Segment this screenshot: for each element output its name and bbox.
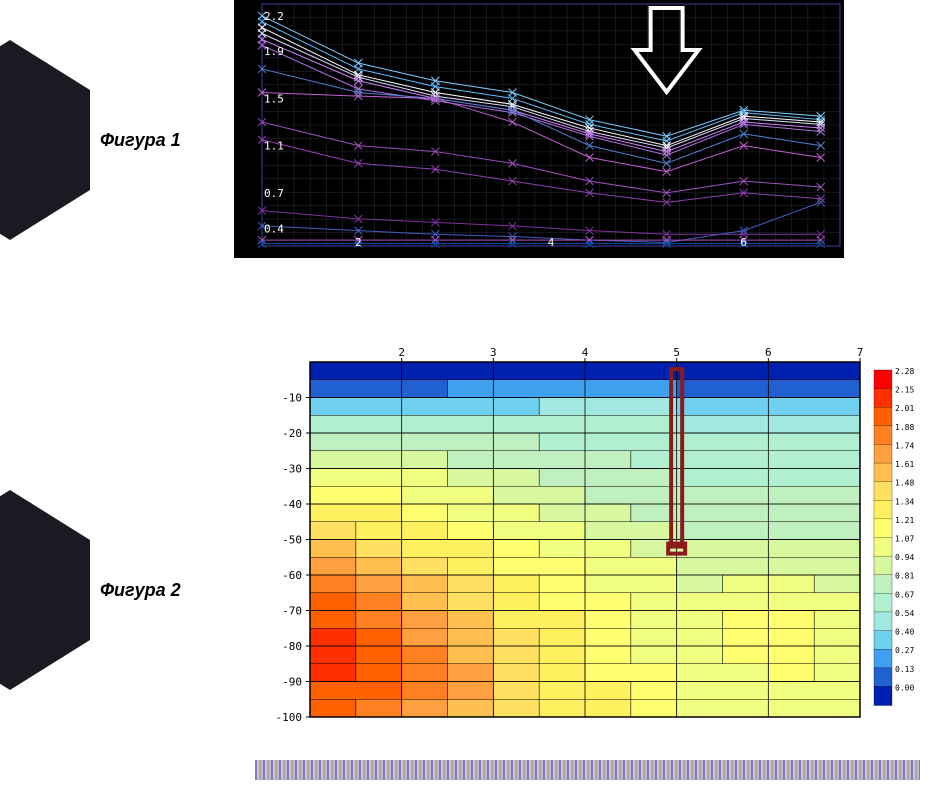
svg-text:1.21: 1.21 <box>895 516 914 525</box>
svg-text:5: 5 <box>673 346 680 359</box>
svg-text:2.2: 2.2 <box>264 10 284 23</box>
heatmap-figure2: 2 3 4 5 6 7 -10 -20 -30 -40 -50 -60 -70 -80 -90 -100 2.2… <box>255 340 920 740</box>
svg-text:-50: -50 <box>282 534 302 547</box>
svg-text:2.01: 2.01 <box>895 404 914 413</box>
svg-text:-70: -70 <box>282 605 302 618</box>
figure1-label-block: Фигура 1 <box>0 30 215 250</box>
svg-text:0.81: 0.81 <box>895 572 914 581</box>
svg-text:1.48: 1.48 <box>895 479 914 488</box>
svg-text:1.9: 1.9 <box>264 45 284 58</box>
svg-text:2: 2 <box>355 236 362 249</box>
svg-text:-100: -100 <box>276 711 303 724</box>
line-chart-figure1: 0.4 0.7 1.1 1.5 1.9 2.2 2 4 6 <box>234 0 844 258</box>
svg-text:1.74: 1.74 <box>895 441 914 450</box>
svg-text:0.00: 0.00 <box>895 683 914 692</box>
svg-text:0.13: 0.13 <box>895 665 914 674</box>
heatmap-svg: 2 3 4 5 6 7 -10 -20 -30 -40 -50 -60 -70 -80 -90 -100 2.2… <box>255 340 920 740</box>
svg-text:3: 3 <box>490 346 497 359</box>
svg-text:2.28: 2.28 <box>895 367 914 376</box>
svg-text:-20: -20 <box>282 427 302 440</box>
figure2-label-block: Фигура 2 <box>0 480 215 700</box>
svg-text:6: 6 <box>765 346 772 359</box>
figure2-caption: Фигура 2 <box>100 580 181 601</box>
svg-text:-60: -60 <box>282 569 302 582</box>
svg-text:0.27: 0.27 <box>895 646 914 655</box>
svg-text:2: 2 <box>398 346 405 359</box>
svg-text:-30: -30 <box>282 463 302 476</box>
svg-text:0.94: 0.94 <box>895 553 914 562</box>
svg-text:1.07: 1.07 <box>895 535 914 544</box>
svg-text:1.34: 1.34 <box>895 497 914 506</box>
svg-text:4: 4 <box>548 236 555 249</box>
svg-text:-90: -90 <box>282 676 302 689</box>
figure1-caption: Фигура 1 <box>100 130 181 151</box>
svg-text:1.5: 1.5 <box>264 92 284 105</box>
hexagon-shape <box>0 40 90 240</box>
svg-text:-10: -10 <box>282 392 302 405</box>
svg-text:1.61: 1.61 <box>895 460 914 469</box>
svg-text:-80: -80 <box>282 640 302 653</box>
svg-text:7: 7 <box>857 346 864 359</box>
svg-text:0.4: 0.4 <box>264 222 284 235</box>
svg-text:1.88: 1.88 <box>895 423 914 432</box>
svg-text:0.67: 0.67 <box>895 590 914 599</box>
noise-strip <box>255 760 920 780</box>
svg-text:1.1: 1.1 <box>264 140 284 153</box>
svg-text:4: 4 <box>582 346 589 359</box>
svg-text:0.40: 0.40 <box>895 628 914 637</box>
line-chart-svg: 0.4 0.7 1.1 1.5 1.9 2.2 2 4 6 <box>234 0 844 258</box>
svg-text:0.54: 0.54 <box>895 609 914 618</box>
svg-text:0.7: 0.7 <box>264 187 284 200</box>
hexagon-shape <box>0 490 90 690</box>
svg-text:-40: -40 <box>282 498 302 511</box>
svg-text:2.15: 2.15 <box>895 386 914 395</box>
svg-text:6: 6 <box>740 236 747 249</box>
